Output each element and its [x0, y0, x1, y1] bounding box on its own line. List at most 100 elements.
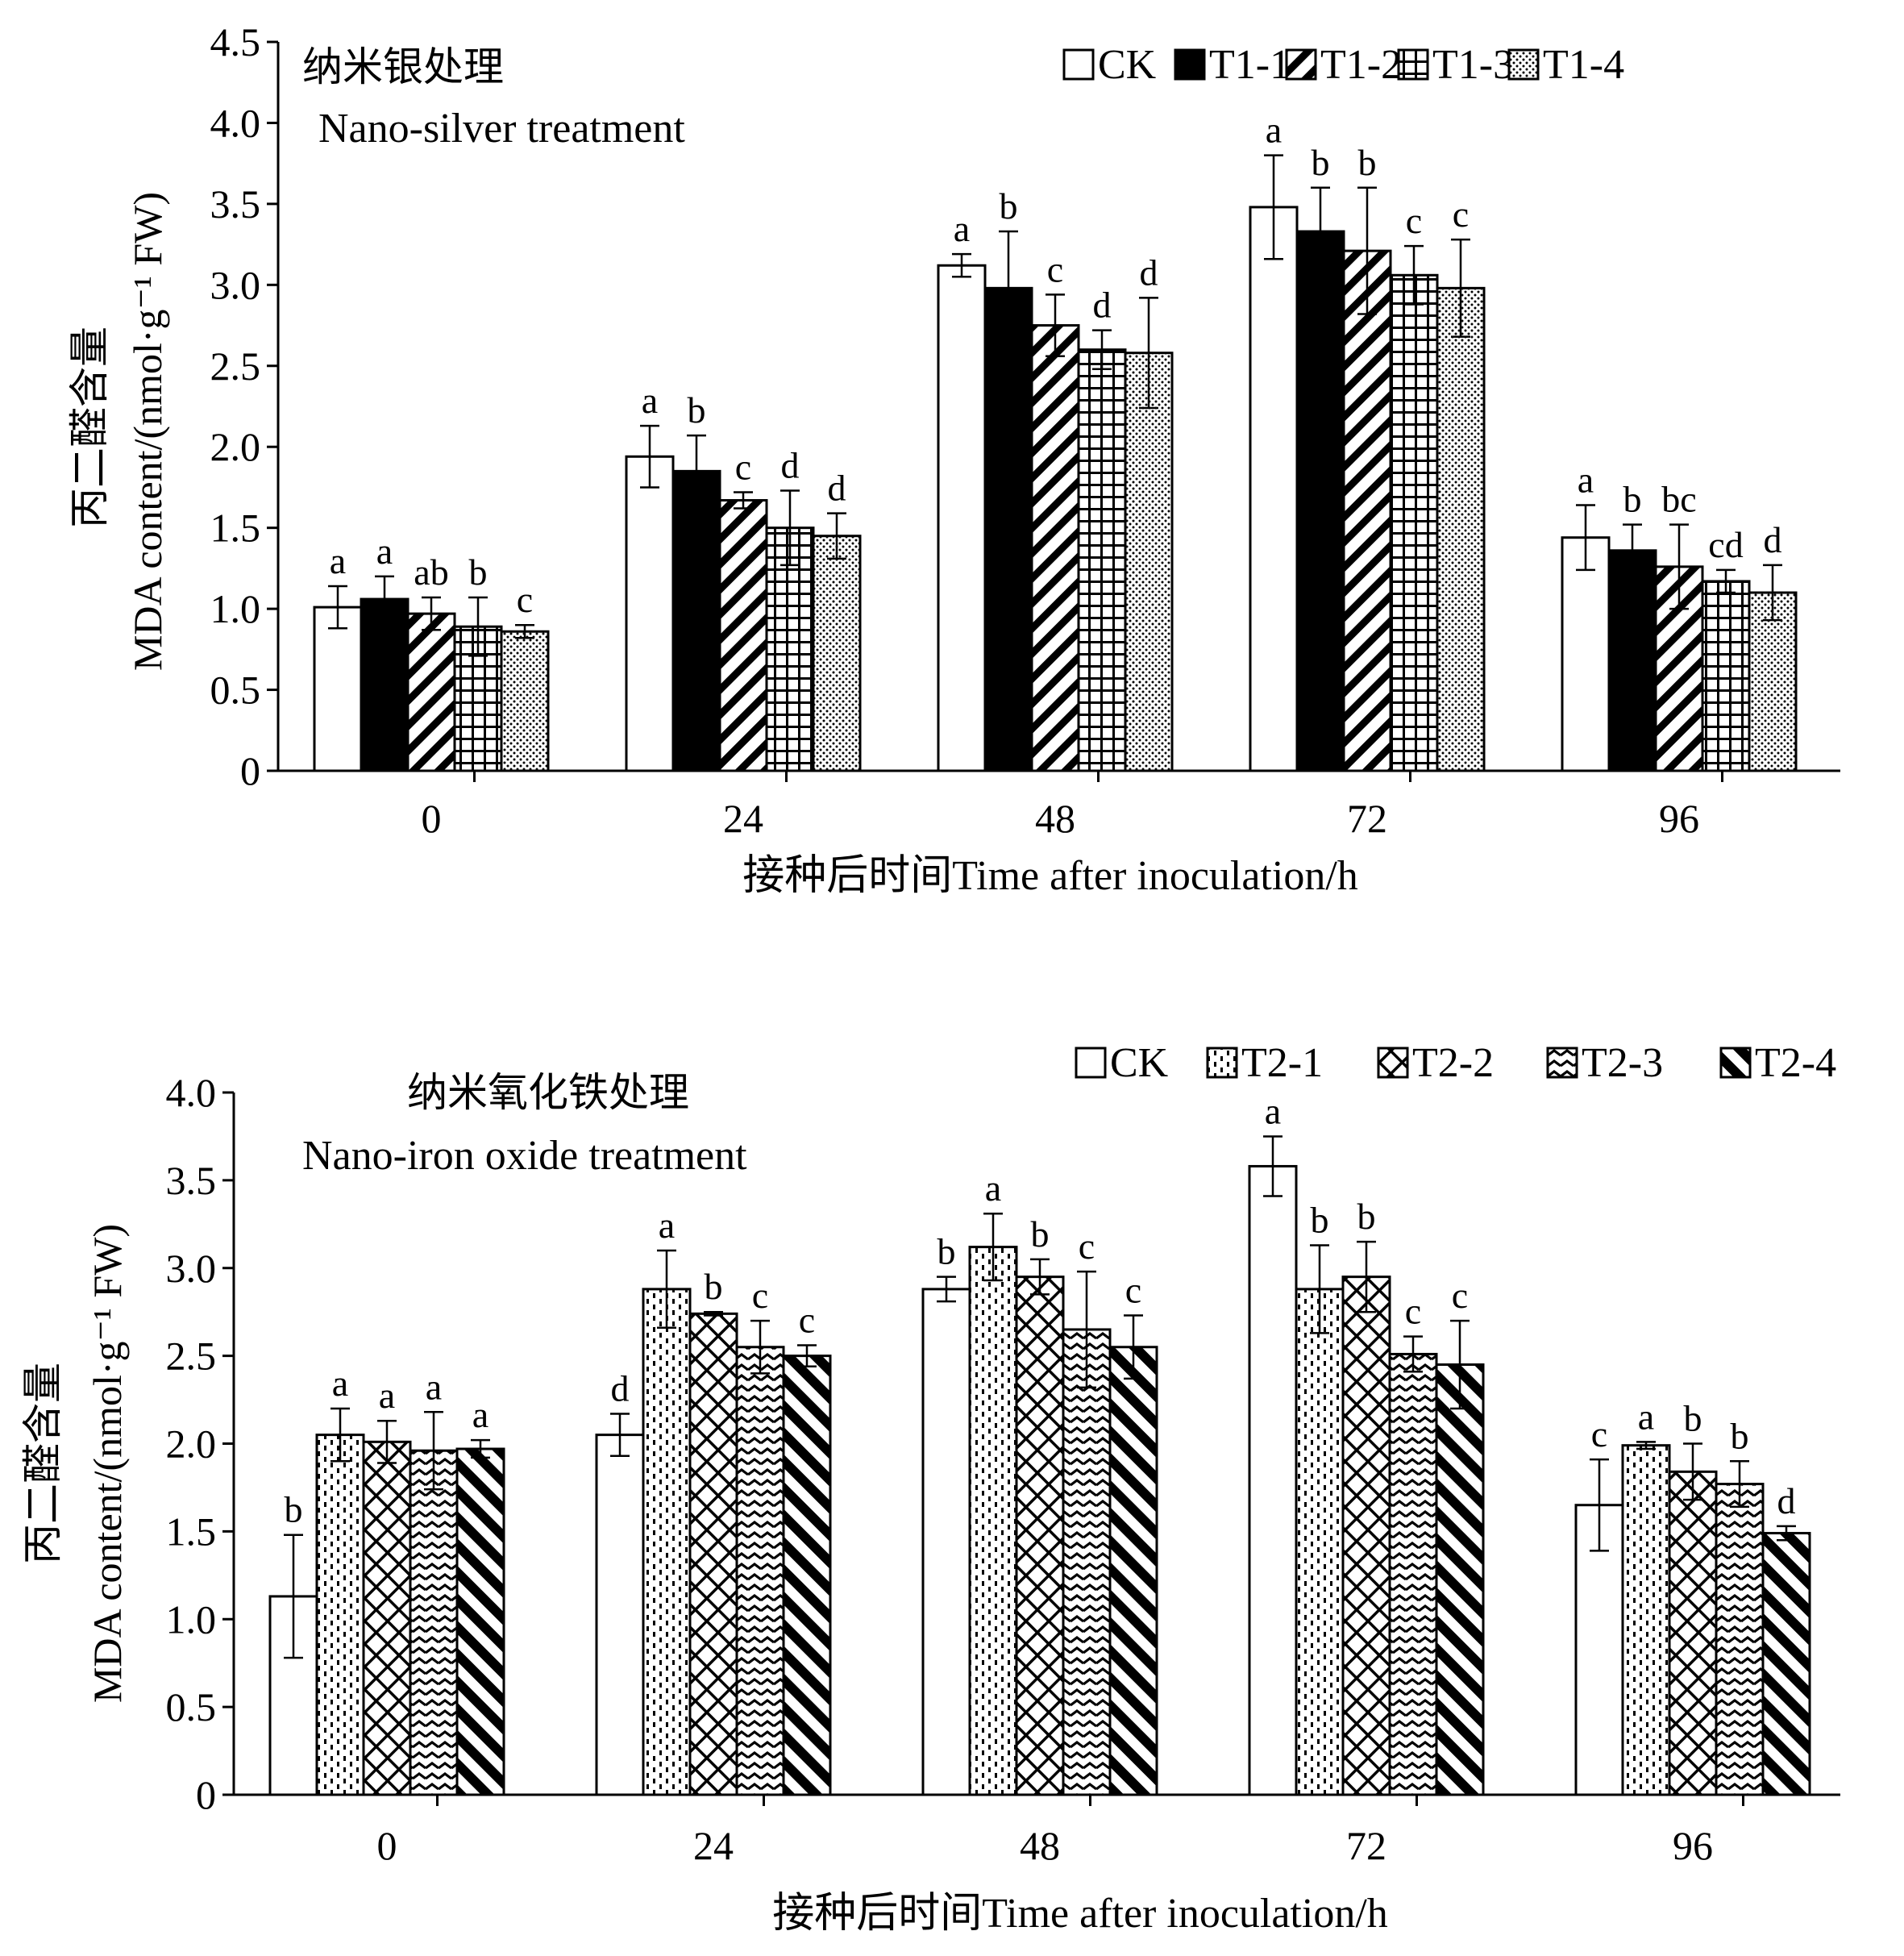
y-axis-label-en: MDA content/(nmol·g⁻¹ FW)	[125, 192, 170, 671]
significance-letter: b	[1357, 1196, 1376, 1237]
y-tick-label: 0	[196, 1772, 216, 1817]
bar	[968, 1246, 1018, 1796]
significance-letter: a	[1578, 460, 1594, 501]
chart-title: 纳米银处理	[302, 44, 504, 89]
legend-label: T1-2	[1320, 42, 1402, 88]
significance-letter: b	[688, 389, 706, 431]
significance-letter: c	[1452, 1275, 1468, 1316]
bar	[1124, 352, 1174, 772]
x-tick-label: 24	[723, 796, 763, 841]
significance-letter: b	[1684, 1398, 1702, 1439]
chart-subtitle: Nano-iron oxide treatment	[302, 1133, 747, 1179]
bar	[718, 499, 768, 772]
significance-letter: d	[611, 1367, 630, 1409]
significance-letter: d	[828, 468, 846, 509]
y-tick-label: 1.0	[210, 586, 261, 631]
legend-swatch	[1507, 48, 1540, 81]
significance-letter: a	[1638, 1396, 1654, 1437]
significance-letter: c	[1125, 1270, 1141, 1311]
bar	[1248, 1164, 1298, 1796]
significance-letter: a	[376, 531, 393, 572]
y-tick-label: 2.0	[166, 1421, 217, 1467]
y-tick-label: 2.5	[166, 1334, 217, 1379]
bar	[1295, 230, 1345, 772]
bar	[1030, 324, 1080, 772]
legend-label: T2-2	[1412, 1040, 1494, 1086]
bar	[1607, 549, 1657, 772]
significance-letter: c	[735, 446, 751, 487]
y-tick-label: 1.5	[166, 1509, 217, 1554]
bar	[983, 286, 1033, 772]
bar	[1108, 1346, 1158, 1796]
significance-letter: b	[1031, 1213, 1050, 1255]
bar	[1435, 1363, 1485, 1796]
significance-letter: c	[1079, 1226, 1095, 1267]
y-axis-label-cn: 丙二醛含量	[67, 327, 112, 528]
bar	[782, 1355, 832, 1796]
y-tick-label: 0.5	[166, 1684, 217, 1729]
bar	[1295, 1288, 1345, 1796]
significance-letter: c	[1406, 200, 1422, 241]
bar	[1748, 591, 1798, 772]
x-tick-label: 72	[1347, 796, 1387, 841]
bar	[406, 612, 456, 772]
legend-swatch	[1719, 1047, 1752, 1079]
significance-letter: a	[379, 1375, 395, 1416]
bar	[500, 630, 550, 772]
y-tick-label: 3.5	[210, 181, 261, 227]
x-tick-label: 96	[1673, 1823, 1713, 1868]
bar	[1389, 273, 1439, 772]
bar	[671, 469, 721, 772]
y-axis-label-cn: 丙二醛含量	[20, 1363, 65, 1564]
x-axis-label: 接种后时间Time after inoculation/h	[772, 1891, 1388, 1937]
significance-letter: cd	[1708, 524, 1743, 565]
significance-letter: c	[1405, 1291, 1421, 1332]
y-tick-label: 1.0	[166, 1596, 217, 1642]
legend-swatch	[1075, 1047, 1107, 1079]
significance-letter: b	[285, 1489, 303, 1530]
x-tick-label: 0	[422, 796, 442, 841]
significance-letter: d	[1777, 1480, 1796, 1521]
y-tick-label: 1.5	[210, 506, 261, 551]
x-tick-label: 96	[1659, 796, 1699, 841]
y-tick-label: 2.5	[210, 343, 261, 389]
significance-letter: a	[330, 540, 346, 581]
significance-letter: a	[659, 1205, 675, 1246]
bar	[1715, 1483, 1765, 1796]
bar	[1388, 1352, 1438, 1796]
significance-letter: bc	[1661, 479, 1696, 520]
y-tick-label: 4.0	[166, 1070, 217, 1115]
chart-subtitle: Nano-silver treatment	[318, 106, 685, 152]
significance-letter: b	[469, 551, 488, 593]
y-axis-label: 丙二醛含量 MDA content/(nmol·g⁻¹ FW)	[20, 1224, 130, 1703]
x-tick-label: 48	[1020, 1823, 1060, 1868]
significance-letter: b	[705, 1266, 723, 1307]
legend-swatch	[1377, 1047, 1409, 1079]
y-axis-label-en: MDA content/(nmol·g⁻¹ FW)	[85, 1224, 130, 1703]
significance-letter: d	[1140, 252, 1158, 293]
significance-letter: a	[1265, 1090, 1281, 1131]
y-tick-label: 3.0	[210, 262, 261, 307]
bar	[409, 1449, 459, 1796]
significance-letter: c	[799, 1300, 815, 1341]
significance-letter: d	[1764, 519, 1782, 560]
significance-letter: b	[1311, 1199, 1329, 1240]
y-tick-label: 0	[240, 748, 260, 793]
significance-letter: a	[1266, 110, 1282, 151]
bar	[1701, 580, 1751, 772]
y-tick-label: 0.5	[210, 668, 261, 713]
legend-swatch	[1206, 1047, 1238, 1079]
significance-letter: a	[985, 1167, 1001, 1209]
bar	[1761, 1532, 1811, 1796]
significance-letter: d	[1093, 285, 1112, 326]
significance-letter: b	[937, 1231, 956, 1272]
bar	[1062, 1328, 1112, 1796]
legend-label: T1-1	[1209, 42, 1291, 88]
bar	[688, 1312, 738, 1796]
significance-letter: a	[954, 208, 970, 249]
legend: CK T2-1 T2-2 T2-3 T2-4	[1075, 1040, 1836, 1086]
y-tick-label: 3.0	[166, 1246, 217, 1291]
legend-label: T2-4	[1755, 1040, 1836, 1086]
bar	[313, 606, 363, 772]
